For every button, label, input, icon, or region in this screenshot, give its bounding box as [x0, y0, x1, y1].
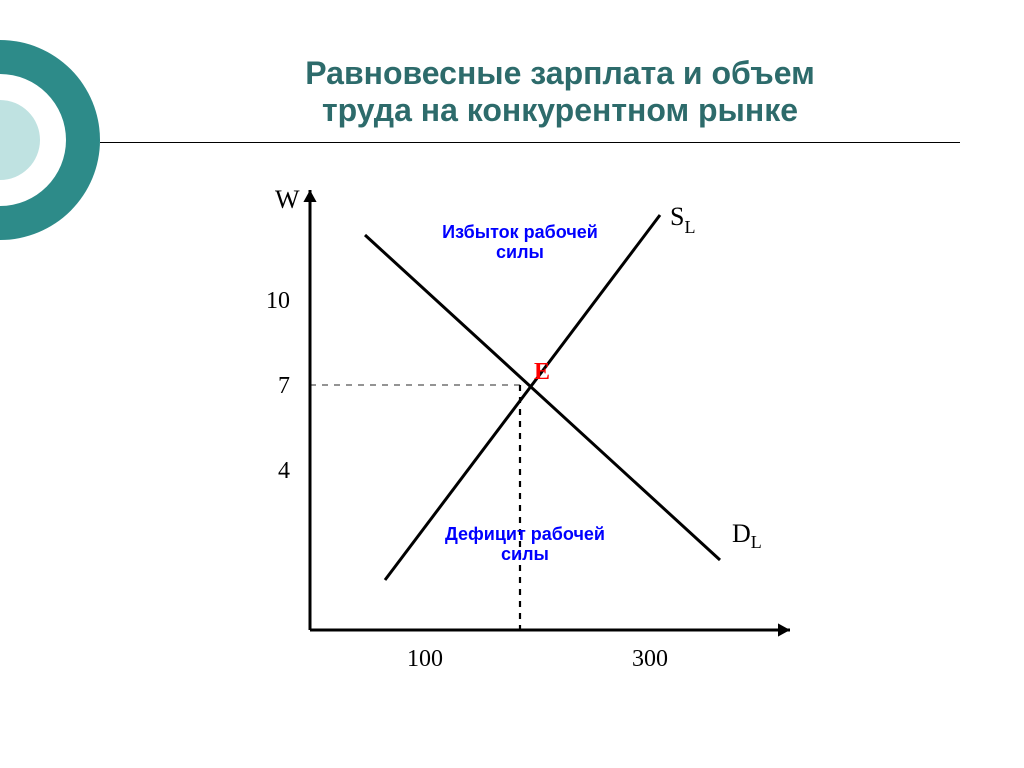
corner-rings-icon: [0, 30, 160, 250]
svg-text:силы: силы: [496, 242, 544, 262]
svg-text:10: 10: [266, 288, 290, 314]
svg-text:Избыток рабочей: Избыток рабочей: [442, 222, 598, 242]
svg-text:7: 7: [278, 373, 290, 399]
slide: Равновесные зарплата и объем труда на ко…: [0, 0, 1024, 768]
svg-text:DL: DL: [732, 519, 762, 552]
svg-text:SL: SL: [670, 202, 695, 237]
svg-text:4: 4: [278, 458, 290, 484]
svg-text:W: W: [275, 185, 300, 214]
chart-svg: W1074100300DLSLEИзбыток рабочейсилыДефиц…: [230, 170, 870, 710]
svg-text:E: E: [534, 359, 550, 385]
svg-text:силы: силы: [501, 544, 549, 564]
title-line-2: труда на конкурентном рынке: [322, 92, 798, 128]
page-title: Равновесные зарплата и объем труда на ко…: [160, 55, 960, 129]
equilibrium-chart: W1074100300DLSLEИзбыток рабочейсилыДефиц…: [230, 170, 870, 710]
svg-text:100: 100: [407, 646, 443, 672]
svg-text:300: 300: [632, 646, 668, 672]
title-underline: [100, 142, 960, 143]
title-line-1: Равновесные зарплата и объем: [305, 55, 815, 91]
svg-text:Дефицит рабочей: Дефицит рабочей: [445, 524, 605, 544]
